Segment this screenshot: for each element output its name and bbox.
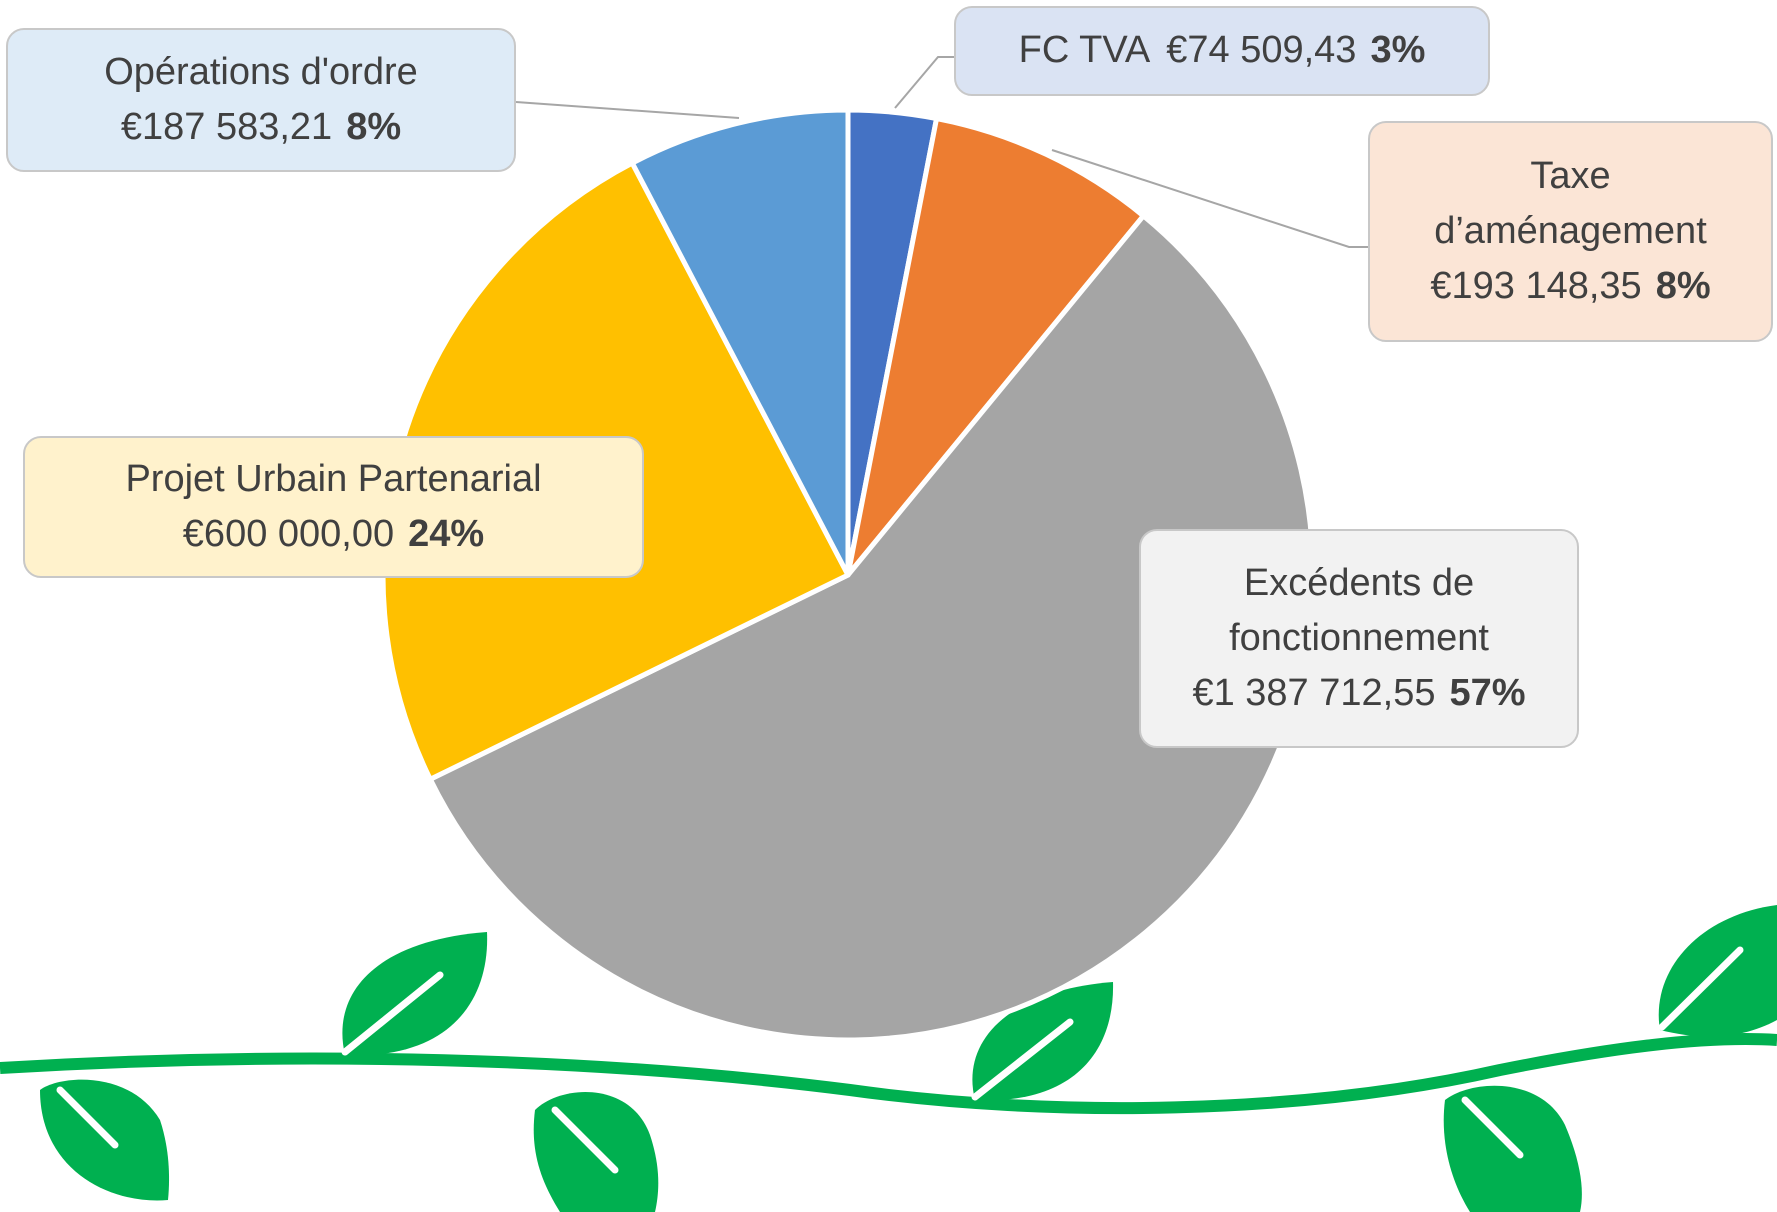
label-name: Taxe d’aménagement bbox=[1410, 149, 1731, 259]
label-percent: 8% bbox=[1656, 265, 1711, 307]
leader-line bbox=[516, 102, 739, 118]
label-amount: €187 583,21 bbox=[121, 106, 332, 148]
data-label: Taxe d’aménagement €193 148,35 8% bbox=[1368, 121, 1773, 342]
label-amount: €193 148,35 bbox=[1430, 265, 1641, 307]
label-amount: €74 509,43 bbox=[1166, 23, 1356, 78]
data-label: Opérations d'ordre €187 583,21 8% bbox=[6, 28, 516, 172]
leader-line bbox=[895, 57, 954, 108]
label-percent: 57% bbox=[1449, 672, 1525, 714]
data-label: FC TVA €74 509,43 3% bbox=[954, 6, 1490, 96]
label-name: FC TVA bbox=[1019, 23, 1151, 78]
label-amount: €600 000,00 bbox=[183, 513, 394, 555]
label-percent: 3% bbox=[1370, 23, 1425, 78]
label-percent: 8% bbox=[346, 106, 401, 148]
label-amount: €1 387 712,55 bbox=[1192, 672, 1435, 714]
data-label: Excédents de fonctionnement €1 387 712,5… bbox=[1139, 529, 1579, 748]
label-percent: 24% bbox=[408, 513, 484, 555]
label-name: Opérations d'ordre bbox=[104, 45, 418, 100]
label-name: Projet Urbain Partenarial bbox=[125, 452, 541, 507]
label-name: Excédents de fonctionnement bbox=[1171, 556, 1547, 666]
data-label: Projet Urbain Partenarial €600 000,00 24% bbox=[23, 436, 644, 578]
page: FC TVA €74 509,43 3% Taxe d’aménagement … bbox=[0, 0, 1777, 1212]
